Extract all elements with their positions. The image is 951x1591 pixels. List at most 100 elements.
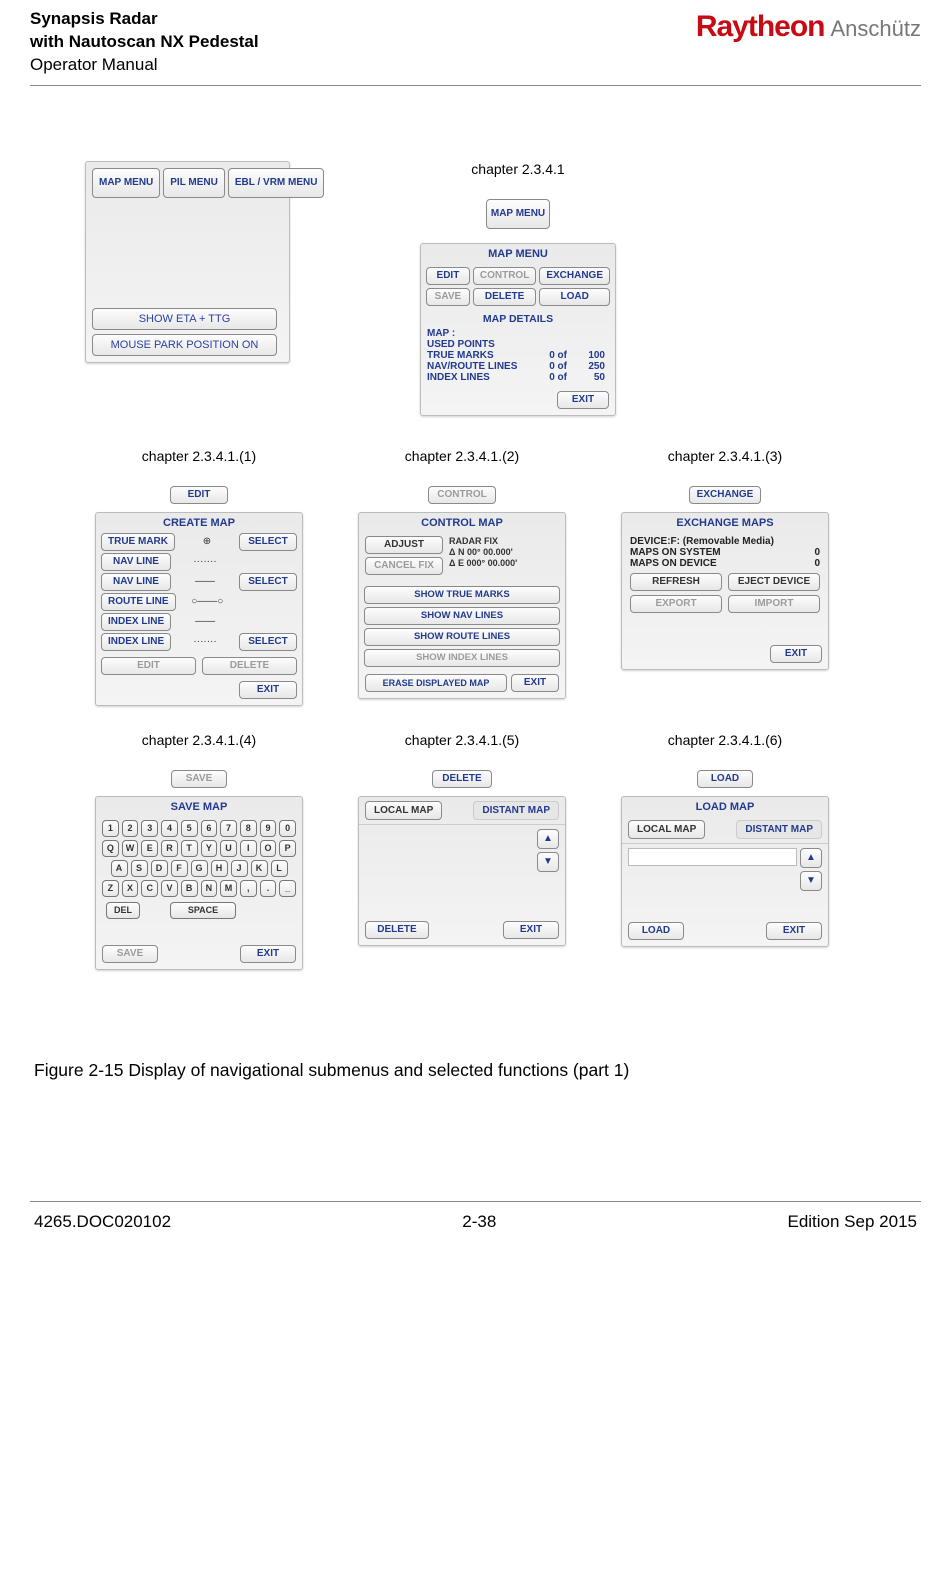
erase-map-button[interactable]: ERASE DISPLAYED MAP — [365, 674, 507, 692]
show-index-lines-button[interactable]: SHOW INDEX LINES — [364, 649, 560, 667]
exchange-top-button[interactable]: EXCHANGE — [689, 486, 761, 504]
load-exit-button[interactable]: EXIT — [766, 922, 822, 940]
keyboard-key[interactable]: . — [260, 880, 277, 897]
load-scroll-down-button[interactable]: ▼ — [800, 871, 822, 891]
keyboard-key[interactable]: Z — [102, 880, 119, 897]
keyboard-key[interactable]: F — [171, 860, 188, 877]
keyboard-key[interactable]: 7 — [220, 820, 237, 837]
save-save-button[interactable]: SAVE — [102, 945, 158, 963]
create-edit-button[interactable]: EDIT — [101, 657, 196, 675]
delete-delete-button[interactable]: DELETE — [365, 921, 429, 939]
keyboard-key[interactable]: T — [181, 840, 198, 857]
delete-button[interactable]: DELETE — [473, 288, 536, 306]
keyboard-key[interactable]: P — [279, 840, 296, 857]
keyboard-key[interactable]: , — [240, 880, 257, 897]
distant-map-tab-2[interactable]: DISTANT MAP — [736, 820, 822, 839]
save-button[interactable]: SAVE — [426, 288, 470, 306]
keyboard-key[interactable]: 6 — [201, 820, 218, 837]
exchange-button[interactable]: EXCHANGE — [539, 267, 610, 285]
create-row-label-button[interactable]: INDEX LINE — [101, 633, 171, 651]
load-scroll-up-button[interactable]: ▲ — [800, 848, 822, 868]
load-input[interactable] — [628, 848, 797, 866]
exchange-exit-button[interactable]: EXIT — [770, 645, 822, 663]
keyboard-key[interactable]: Y — [201, 840, 218, 857]
keyboard-key[interactable]: O — [260, 840, 277, 857]
select-button[interactable]: SELECT — [239, 533, 297, 551]
keyboard-key[interactable]: 8 — [240, 820, 257, 837]
control-exit-button[interactable]: EXIT — [511, 674, 559, 692]
map-menu-top-button[interactable]: MAP MENU — [486, 199, 550, 229]
load-load-button[interactable]: LOAD — [628, 922, 684, 940]
keyboard-key[interactable]: V — [161, 880, 178, 897]
keyboard-key[interactable]: Q — [102, 840, 119, 857]
show-true-marks-button[interactable]: SHOW TRUE MARKS — [364, 586, 560, 604]
keyboard-key[interactable]: 5 — [181, 820, 198, 837]
create-row-label-button[interactable]: INDEX LINE — [101, 613, 171, 631]
eject-device-button[interactable]: EJECT DEVICE — [728, 573, 820, 591]
keyboard-key[interactable]: I — [240, 840, 257, 857]
keyboard-key[interactable]: A — [111, 860, 128, 877]
select-button[interactable]: SELECT — [239, 573, 297, 591]
keyboard-key[interactable]: S — [131, 860, 148, 877]
adjust-button[interactable]: ADJUST — [365, 536, 443, 554]
save-exit-button[interactable]: EXIT — [240, 945, 296, 963]
refresh-button[interactable]: REFRESH — [630, 573, 722, 591]
select-button[interactable]: SELECT — [239, 633, 297, 651]
create-row-label-button[interactable]: NAV LINE — [101, 573, 171, 591]
keyboard-key[interactable]: 3 — [141, 820, 158, 837]
edit-top-button[interactable]: EDIT — [170, 486, 228, 504]
create-row-label-button[interactable]: ROUTE LINE — [101, 593, 176, 611]
delete-exit-button[interactable]: EXIT — [503, 921, 559, 939]
control-top-button[interactable]: CONTROL — [428, 486, 496, 504]
keyboard-key[interactable]: G — [191, 860, 208, 877]
edit-button[interactable]: EDIT — [426, 267, 470, 285]
scroll-down-button[interactable]: ▼ — [537, 852, 559, 872]
keyboard-space-key[interactable]: SPACE — [170, 902, 236, 919]
keyboard-key[interactable]: 0 — [279, 820, 296, 837]
create-row-label-button[interactable]: TRUE MARK — [101, 533, 175, 551]
keyboard-key[interactable]: U — [220, 840, 237, 857]
keyboard-key[interactable]: J — [231, 860, 248, 877]
keyboard-key[interactable]: 9 — [260, 820, 277, 837]
create-exit-button[interactable]: EXIT — [239, 681, 297, 699]
map-menu-button[interactable]: MAP MENU — [92, 168, 160, 198]
keyboard-key[interactable]: N — [201, 880, 218, 897]
keyboard-key[interactable]: E — [141, 840, 158, 857]
keyboard-key[interactable]: X — [122, 880, 139, 897]
control-button[interactable]: CONTROL — [473, 267, 536, 285]
export-button[interactable]: EXPORT — [630, 595, 722, 613]
load-button[interactable]: LOAD — [539, 288, 610, 306]
keyboard-key[interactable]: 1 — [102, 820, 119, 837]
create-delete-button[interactable]: DELETE — [202, 657, 297, 675]
keyboard-key[interactable]: C — [141, 880, 158, 897]
keyboard-key[interactable]: _ — [279, 880, 296, 897]
keyboard-key[interactable]: H — [211, 860, 228, 877]
keyboard-key[interactable]: B — [181, 880, 198, 897]
keyboard-key[interactable]: R — [161, 840, 178, 857]
keyboard-del-key[interactable]: DEL — [106, 902, 140, 919]
scroll-up-button[interactable]: ▲ — [537, 829, 559, 849]
local-map-tab-2[interactable]: LOCAL MAP — [628, 820, 705, 839]
cancel-fix-button[interactable]: CANCEL FIX — [365, 557, 443, 575]
keyboard-key[interactable]: L — [271, 860, 288, 877]
import-button[interactable]: IMPORT — [728, 595, 820, 613]
pil-menu-button[interactable]: PIL MENU — [163, 168, 225, 198]
create-row-label-button[interactable]: NAV LINE — [101, 553, 171, 571]
keyboard-key[interactable]: M — [220, 880, 237, 897]
keyboard-key[interactable]: D — [151, 860, 168, 877]
show-nav-lines-button[interactable]: SHOW NAV LINES — [364, 607, 560, 625]
delete-top-button[interactable]: DELETE — [432, 770, 492, 788]
keyboard-key[interactable]: K — [251, 860, 268, 877]
load-top-button[interactable]: LOAD — [697, 770, 753, 788]
keyboard-key[interactable]: 2 — [122, 820, 139, 837]
ebl-vrm-menu-button[interactable]: EBL / VRM MENU — [228, 168, 325, 198]
show-route-lines-button[interactable]: SHOW ROUTE LINES — [364, 628, 560, 646]
show-eta-button[interactable]: SHOW ETA + TTG — [92, 308, 277, 330]
local-map-tab[interactable]: LOCAL MAP — [365, 801, 442, 820]
keyboard-key[interactable]: 4 — [161, 820, 178, 837]
mouse-park-button[interactable]: MOUSE PARK POSITION ON — [92, 334, 277, 356]
save-top-button[interactable]: SAVE — [171, 770, 227, 788]
map-menu-exit-button[interactable]: EXIT — [557, 391, 609, 409]
keyboard-key[interactable]: W — [122, 840, 139, 857]
distant-map-tab[interactable]: DISTANT MAP — [473, 801, 559, 820]
